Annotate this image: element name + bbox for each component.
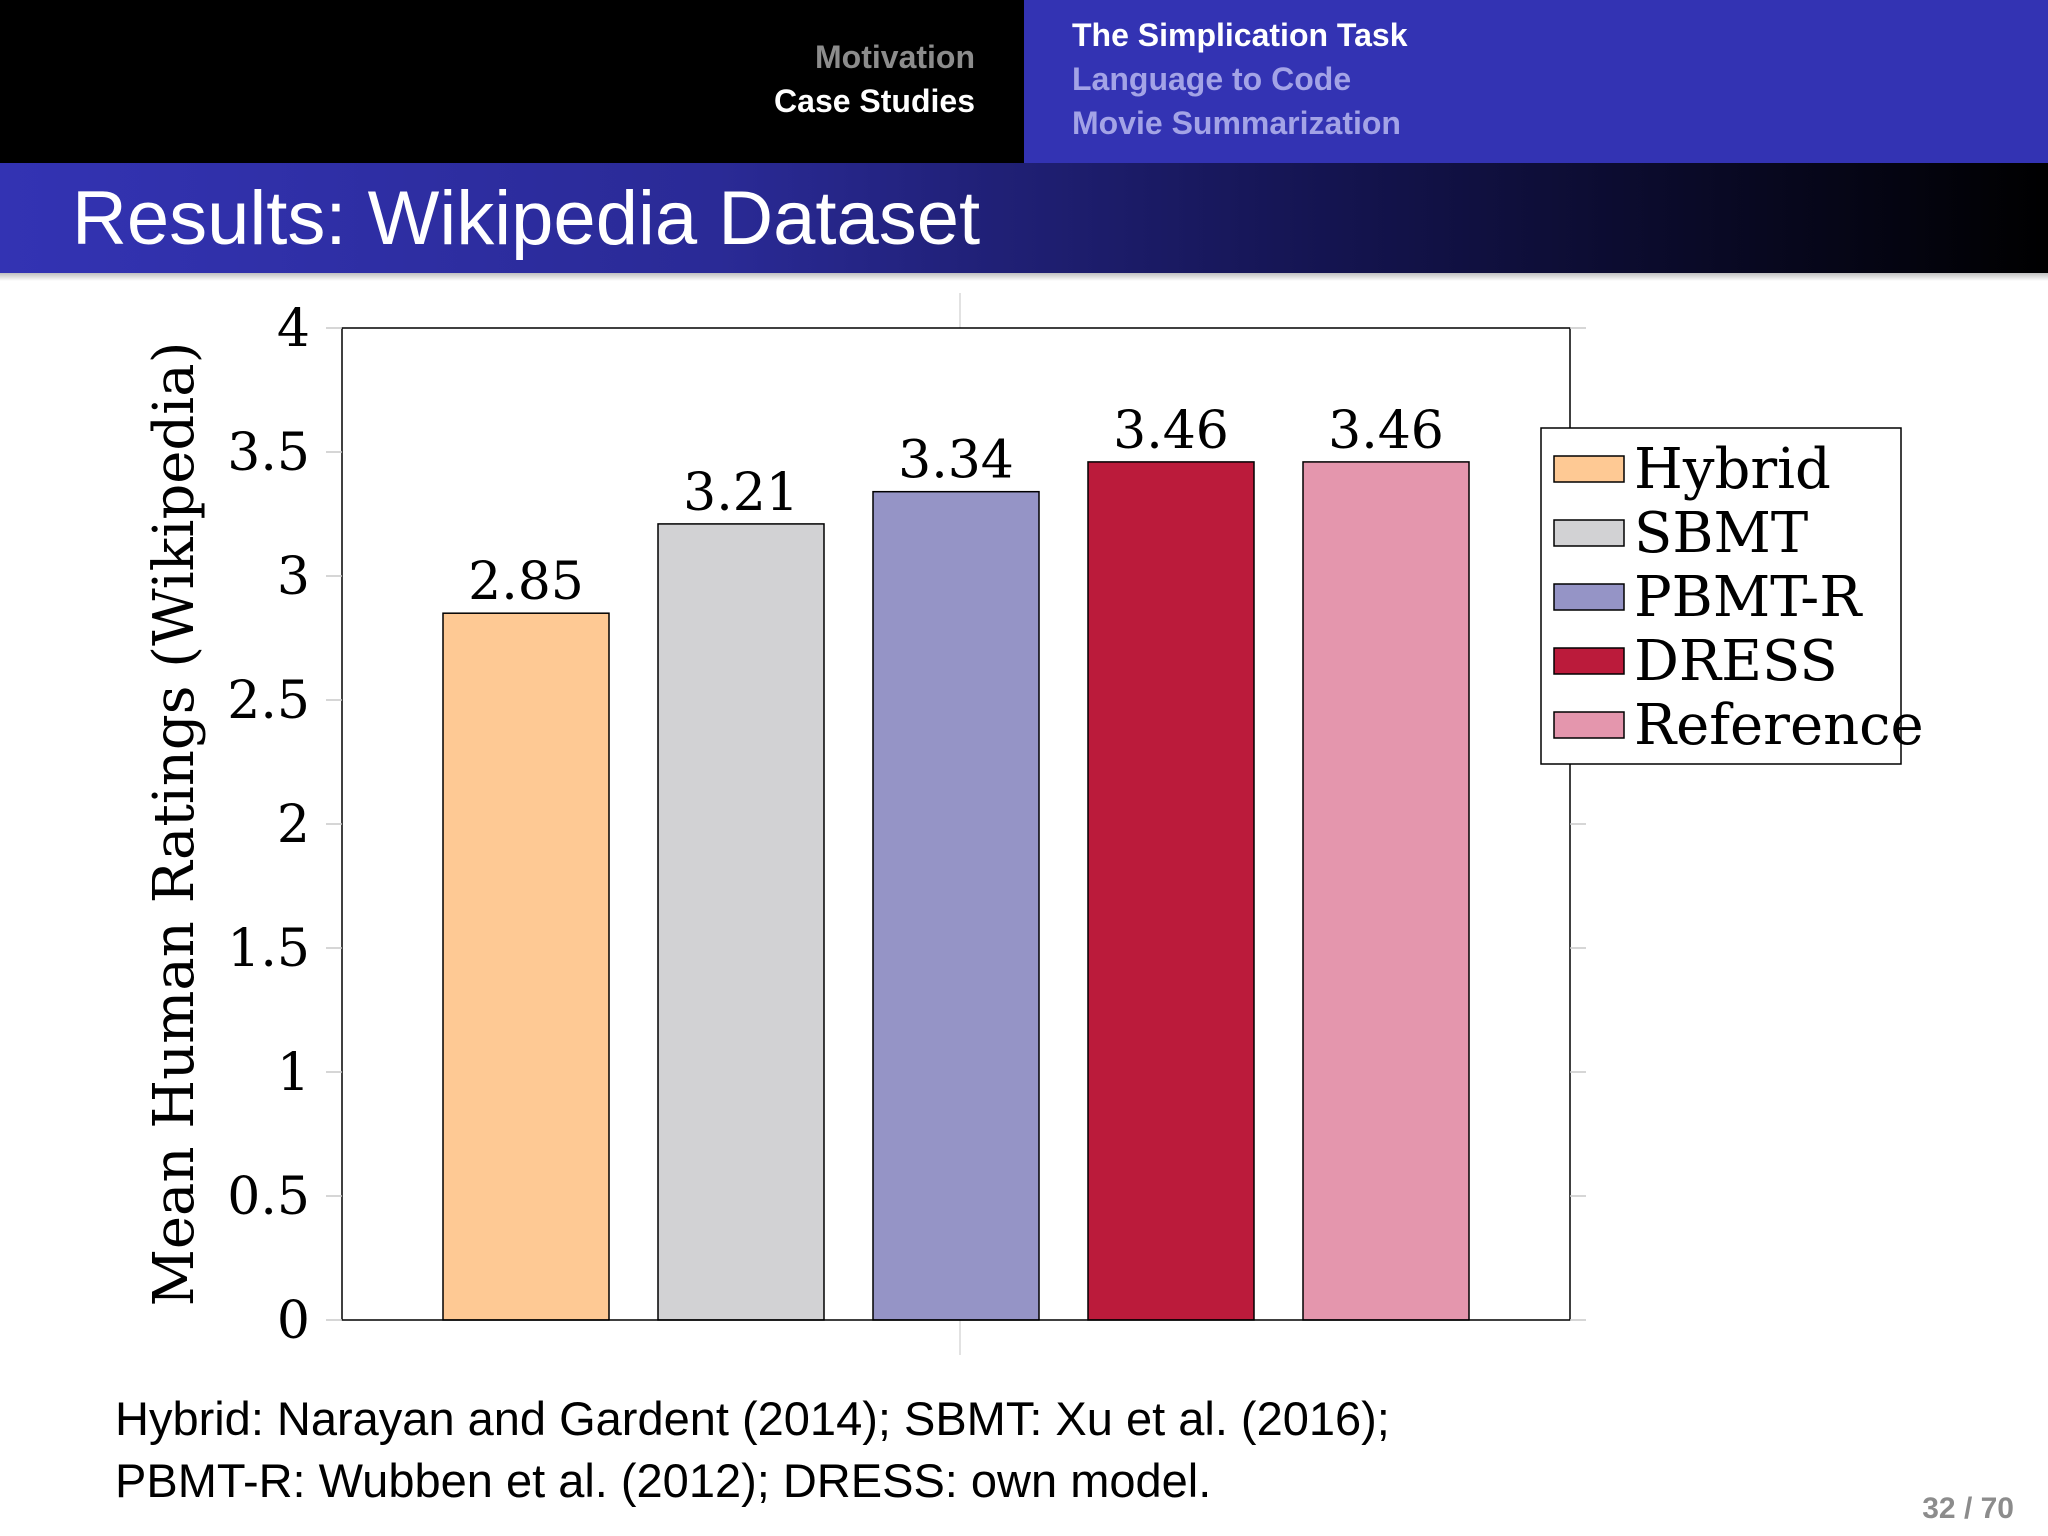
y-tick-label: 3 [277,547,310,607]
legend-label: SBMT [1634,501,1808,566]
bar-dress [1087,461,1255,1321]
bar-value-label: 3.21 [683,463,799,523]
bar-value-label: 3.46 [1113,401,1229,461]
legend-swatch [1553,711,1625,739]
legend-swatch [1553,455,1625,483]
navigation-bar: Motivation Case Studies The Simplication… [0,0,2048,163]
y-axis-ticks: 0 0.5 1 1.5 2 2.5 3 3.5 4 [227,299,1586,1351]
title-bar-shadow [0,273,2048,281]
nav-subsection-language-to-code[interactable]: Language to Code [1072,61,1352,97]
legend-label: DRESS [1634,629,1838,694]
bar-pbmt-r [872,490,1040,1321]
nav-section-case-studies[interactable]: Case Studies [774,83,975,119]
frame-title-bar: Results: Wikipedia Dataset [0,163,2048,273]
subsection-navigation: The Simplication Task Language to Code M… [1024,0,2048,163]
nav-section-motivation[interactable]: Motivation [815,39,975,75]
footnote-line-2: PBMT-R: Wubben et al. (2012); DRESS: own… [115,1454,1212,1507]
bar-reference [1302,461,1470,1321]
y-tick-label: 1.5 [227,919,310,979]
bar-value-labels: 2.85 3.21 3.34 3.46 3.46 [468,401,1444,612]
bar-value-label: 3.46 [1328,401,1444,461]
frame-title: Results: Wikipedia Dataset [72,176,981,261]
nav-subsection-simplication-task[interactable]: The Simplication Task [1072,17,1408,53]
bar-hybrid [442,612,610,1321]
section-navigation: Motivation Case Studies [0,0,1024,163]
bar-value-label: 3.34 [898,431,1014,491]
legend-label: Reference [1634,693,1924,758]
y-tick-label: 3.5 [227,423,310,483]
y-tick-label: 2.5 [227,671,310,731]
page-number: 32 / 70 [1922,1492,2014,1525]
legend-swatch [1553,583,1625,611]
footnote-line-1: Hybrid: Narayan and Gardent (2014); SBMT… [115,1392,1390,1445]
chart-bars [442,461,1470,1321]
y-tick-label: 1 [277,1043,310,1103]
nav-subsection-movie-summarization[interactable]: Movie Summarization [1072,105,1401,141]
y-tick-label: 2 [277,795,310,855]
legend-swatch [1553,647,1625,675]
citation-footnote: Hybrid: Narayan and Gardent (2014); SBMT… [115,1388,1390,1512]
legend-swatch [1553,519,1625,547]
y-tick-label: 0 [277,1291,310,1351]
y-tick-label: 0.5 [227,1167,310,1227]
bar-value-label: 2.85 [468,552,584,612]
legend-label: Hybrid [1634,437,1831,502]
bar-sbmt [657,523,825,1321]
y-tick-label: 4 [277,299,310,359]
legend-label: PBMT-R [1634,565,1863,630]
y-axis-label: Mean Human Ratings (Wikipedia) [142,342,207,1307]
